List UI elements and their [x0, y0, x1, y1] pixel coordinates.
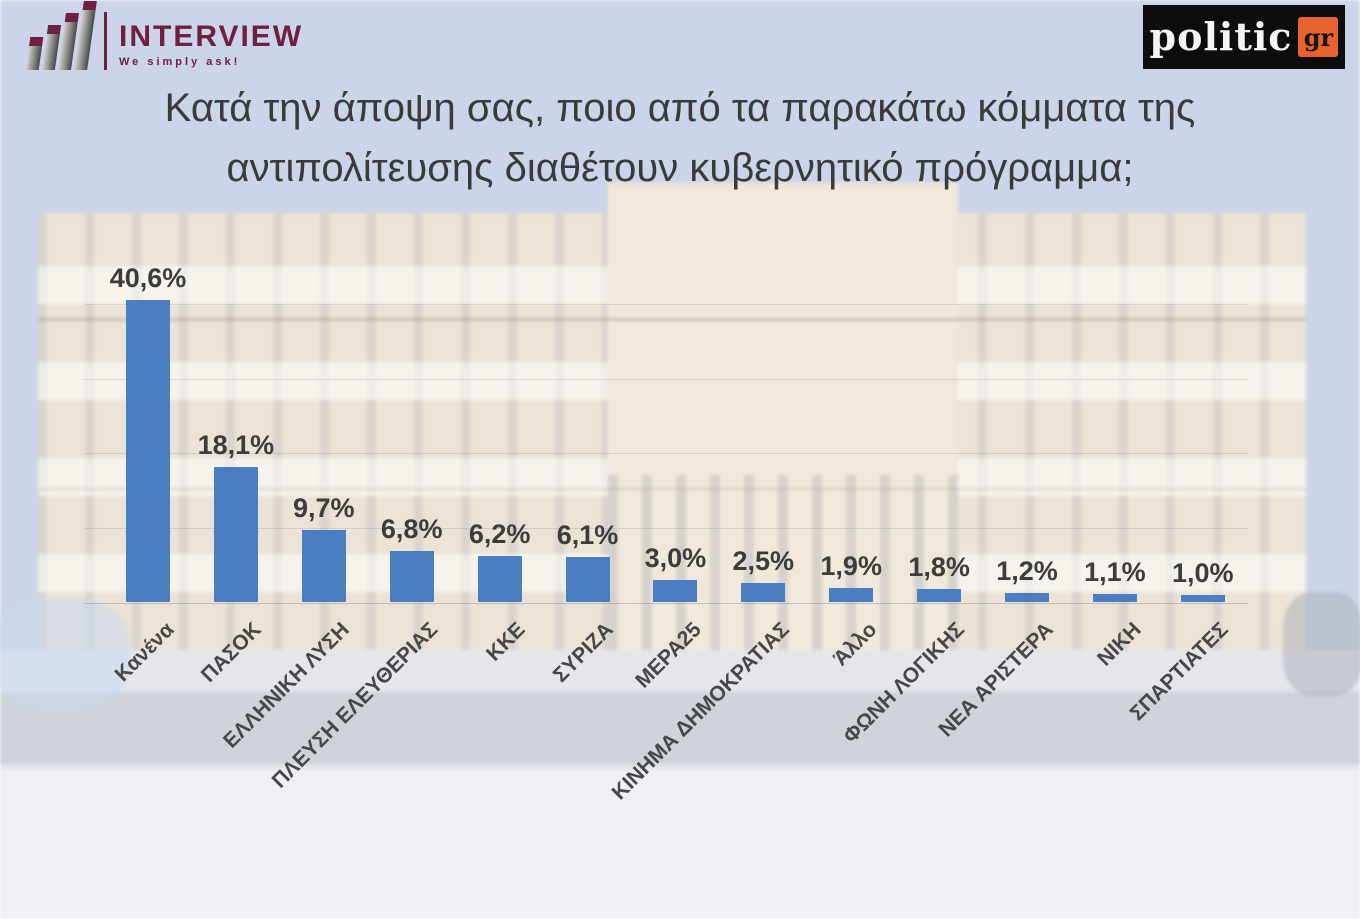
background-ground — [0, 650, 1360, 772]
politic-logo-text: politic — [1149, 14, 1293, 59]
bar — [389, 551, 434, 602]
building-ledge — [38, 318, 1306, 321]
logo-divider — [104, 12, 107, 70]
bar-value-label: 1,2% — [996, 556, 1058, 586]
background-square — [0, 770, 1360, 919]
bar-category-label: ΚΚΕ — [482, 618, 530, 666]
bar — [126, 300, 170, 602]
gr-badge: gr — [1298, 17, 1339, 57]
bar-value-label: 1,0% — [1172, 558, 1234, 588]
building-ledge — [38, 488, 1306, 490]
background-tree — [1283, 592, 1360, 696]
bar-value-label: 1,8% — [908, 552, 970, 582]
bar-value-label: 2,5% — [732, 546, 795, 576]
bar-category-label: ΠΛΕΥΣΗ ΕΛΕΥΘΕΡΙΑΣ — [267, 618, 442, 793]
interview-logo-tagline: We simply ask! — [119, 56, 241, 68]
bar — [917, 589, 962, 602]
bar-category-label: ΜΕΡΑ25 — [631, 618, 706, 693]
parliament-center-section — [608, 183, 958, 650]
chart-title-line2: αντιπολίτευσης διαθέτουν κυβερνητικό πρό… — [226, 146, 1134, 190]
bar-value-label: 6,2% — [468, 519, 531, 549]
bar-value-label: 6,8% — [380, 514, 443, 544]
gridline — [84, 304, 1248, 305]
background-patch — [0, 598, 130, 710]
bar-category-label: Κανένα — [110, 618, 179, 687]
background-wall-band — [0, 692, 1360, 764]
bar — [741, 583, 786, 602]
bar-category-label: ΝΙΚΗ — [1092, 618, 1146, 671]
bar-value-label: 1,1% — [1084, 557, 1146, 587]
bar — [1092, 594, 1137, 602]
gridline — [84, 378, 1248, 380]
bar — [565, 557, 610, 602]
chart-title: Κατά την άποψη σας, ποιο από τα παρακάτω… — [0, 78, 1360, 198]
bar-value-label: 9,7% — [293, 493, 355, 523]
x-axis-line — [84, 603, 1248, 604]
bar-value-label: 18,1% — [197, 430, 275, 460]
bar — [213, 467, 258, 602]
gridline — [84, 527, 1248, 529]
bar-category-label: ΠΑΣΟΚ — [197, 618, 267, 687]
bar — [1180, 595, 1225, 602]
bar-category-label: ΚΙΝΗΜΑ ΔΗΜΟΚΡΑΤΙΑΣ — [607, 618, 794, 805]
gridline — [84, 453, 1248, 454]
bar-value-label: 6,1% — [556, 520, 619, 550]
bar-value-label: 1,9% — [820, 551, 882, 581]
bar-value-label: 3,0% — [644, 543, 707, 573]
politic-logo: politic gr — [1143, 5, 1345, 69]
bar — [1005, 593, 1049, 602]
interview-logo: INTERVIEW We simply ask! — [25, 1, 304, 72]
bar — [653, 580, 698, 602]
bar — [301, 530, 346, 602]
bar — [829, 588, 874, 602]
chart-title-line1: Κατά την άποψη σας, ποιο από τα παρακάτω… — [164, 86, 1196, 130]
bar-category-label: Άλλο — [829, 618, 882, 671]
bar-category-label: ΣΥΡΙΖΑ — [548, 618, 618, 687]
bar-value-label: 40,6% — [109, 263, 187, 293]
interview-logo-text: INTERVIEW — [119, 20, 304, 53]
bar — [477, 556, 522, 602]
